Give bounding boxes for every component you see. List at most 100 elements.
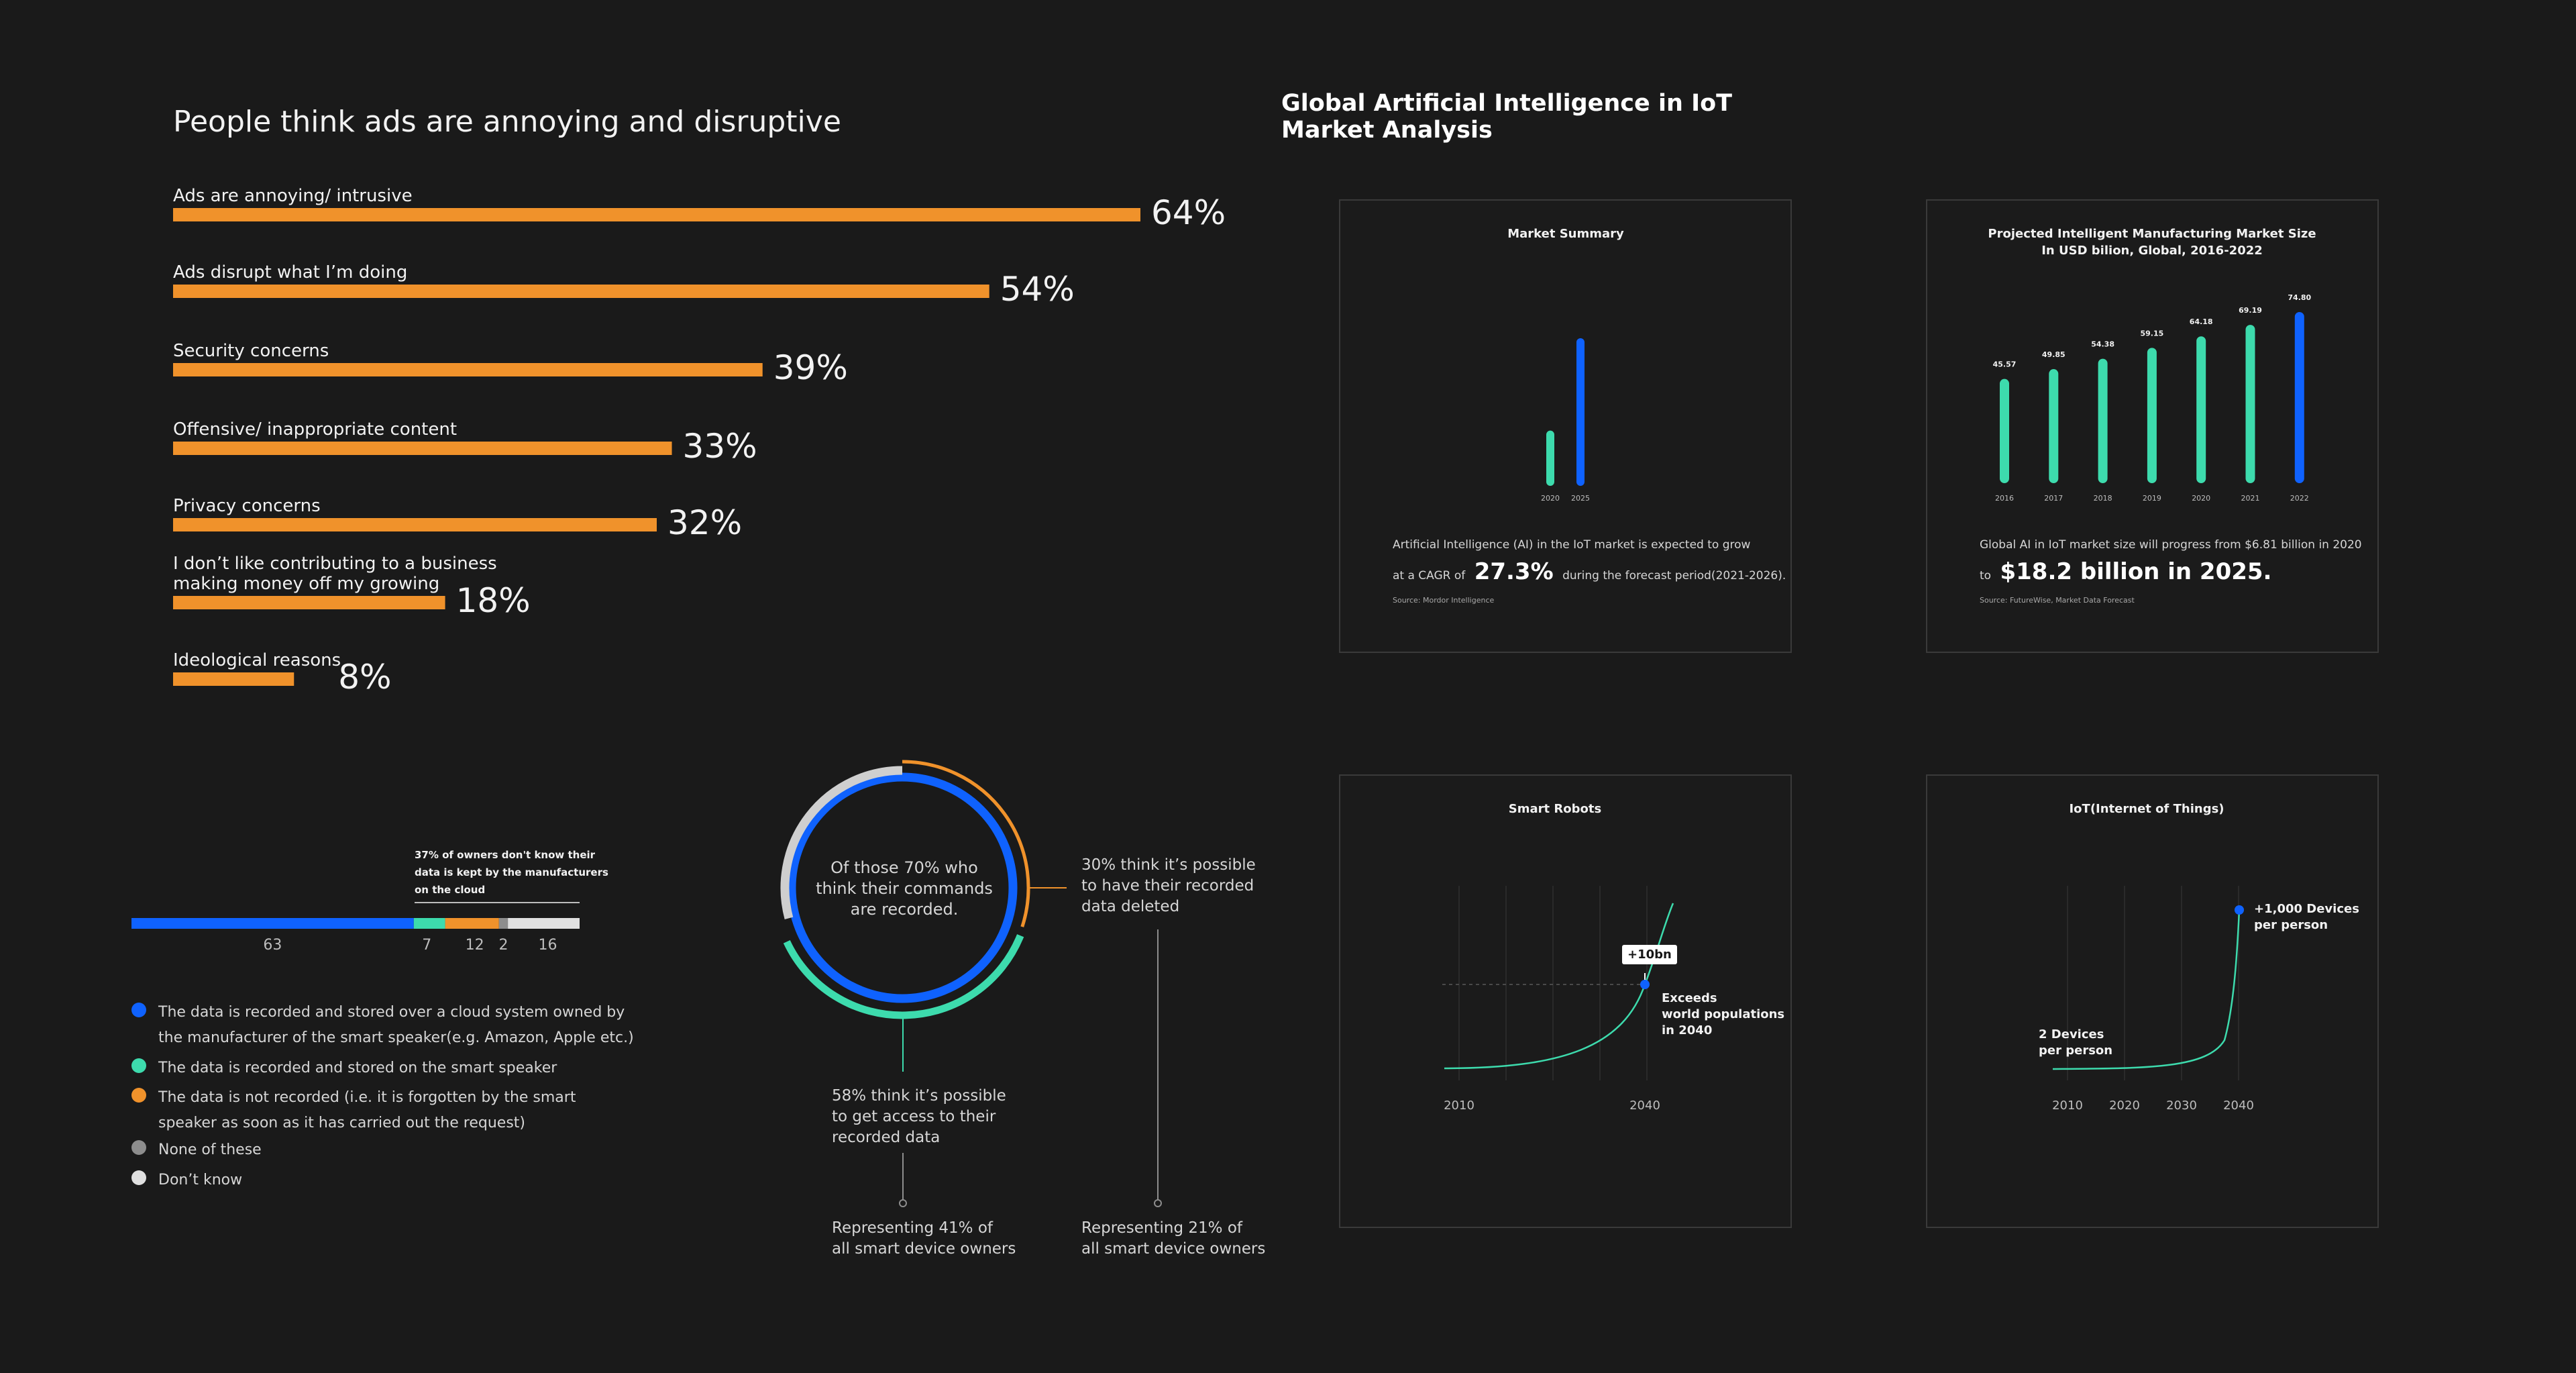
- storage-legend-line1: The data is recorded and stored on the s…: [158, 1060, 557, 1076]
- iot-low-label: 2 Devices per person: [2039, 1027, 2112, 1059]
- recorded-center-line3: are recorded.: [850, 900, 959, 919]
- storage-segment-label: 16: [539, 937, 557, 954]
- ads-category-label: Ads disrupt what I’m doing: [173, 262, 407, 283]
- storage-segment-label: 12: [466, 937, 484, 954]
- projected-bar: [2147, 348, 2157, 483]
- projected-value-label: 59.15: [2141, 329, 2164, 338]
- storage-segment-label: 63: [263, 937, 282, 954]
- iot-high-label-line1: +1,000 Devices: [2254, 902, 2359, 916]
- market-summary-x-label: 2025: [1571, 494, 1590, 503]
- recorded-right-line3: data deleted: [1081, 898, 1180, 915]
- projected-value-label: 49.85: [2042, 350, 2065, 359]
- projected-value-label: 64.18: [2190, 317, 2213, 326]
- market-summary-title: Market Summary: [1507, 227, 1624, 241]
- recorded-rep-right-line1: Representing 21% of: [1081, 1219, 1243, 1237]
- projected-x-label: 2019: [2143, 494, 2161, 503]
- projected-desc-line1: Global AI in IoT market size will progre…: [1980, 538, 2362, 552]
- recorded-center-line1: Of those 70% who: [830, 858, 978, 877]
- recorded-center-text: Of those 70% who think their commands ar…: [794, 858, 1015, 920]
- storage-legend-line1: Don’t know: [158, 1172, 243, 1188]
- storage-legend-line1: The data is recorded and stored over a c…: [158, 1004, 625, 1021]
- storage-segment-label: 2: [498, 937, 508, 954]
- storage-legend-line2: the manufacturer of the smart speaker(e.…: [158, 1029, 634, 1046]
- ads-category-label: Security concerns: [173, 341, 329, 361]
- recorded-right-leader-dot: [1154, 1199, 1162, 1207]
- ads-value-label: 64%: [1151, 193, 1226, 232]
- projected-value-label: 74.80: [2288, 293, 2311, 302]
- ads-value-label: 54%: [1000, 270, 1075, 309]
- storage-legend-text: None of these: [158, 1137, 262, 1163]
- storage-legend-line1: None of these: [158, 1141, 262, 1158]
- ads-chart-title: People think ads are annoying and disrup…: [173, 105, 841, 139]
- storage-segment: [131, 918, 414, 929]
- projected-x-label: 2016: [1995, 494, 2014, 503]
- projected-value-label: 54.38: [2091, 340, 2114, 349]
- projected-bar: [2000, 378, 2009, 483]
- recorded-bottom-line3: recorded data: [832, 1129, 941, 1146]
- market-summary-x-label: 2020: [1541, 494, 1560, 503]
- iot-devices-x-label: 2030: [2166, 1099, 2197, 1113]
- ads-value-label: 39%: [773, 348, 848, 387]
- recorded-rep-left: Representing 41% of all smart device own…: [832, 1218, 1016, 1260]
- market-summary-highlight: 27.3%: [1474, 558, 1554, 585]
- projected-subtitle: In USD bilion, Global, 2016-2022: [2041, 244, 2263, 258]
- projected-bar: [2196, 336, 2206, 483]
- projected-bar: [2049, 369, 2059, 483]
- ads-bar: [173, 285, 989, 298]
- storage-note-line1: 37% of owners don't know their: [415, 849, 596, 861]
- ads-value-label: 18%: [456, 581, 531, 620]
- storage-segment-label: 7: [422, 937, 431, 954]
- recorded-ring-orange: [902, 760, 1030, 927]
- recorded-ring-green: [783, 934, 1024, 1019]
- ads-value-label: 32%: [667, 503, 742, 542]
- iot-devices-card: [1926, 774, 2379, 1228]
- iot-devices-x-label: 2040: [2223, 1099, 2254, 1113]
- projected-x-label: 2020: [2192, 494, 2210, 503]
- ads-bar: [173, 208, 1140, 221]
- projected-value-label: 45.57: [1993, 360, 2017, 369]
- legend-dot-icon: [131, 1170, 146, 1185]
- storage-segment: [498, 918, 508, 929]
- smart-robots-highlight-point: [1640, 980, 1650, 989]
- legend-dot-icon: [131, 1088, 146, 1103]
- recorded-right-text: 30% think it’s possible to have their re…: [1081, 855, 1256, 917]
- recorded-right-line1: 30% think it’s possible: [1081, 856, 1256, 874]
- ads-bar: [173, 672, 294, 686]
- iot-title-line1: Global Artificial Intelligence in IoT: [1281, 90, 1733, 117]
- smart-robots-note: Exceeds world populations in 2040: [1662, 990, 1784, 1039]
- projected-highlight-row: to $18.2 billion in 2025.: [1980, 558, 2369, 585]
- storage-legend-text: The data is not recorded (i.e. it is for…: [158, 1085, 576, 1136]
- projected-bar: [2098, 358, 2108, 483]
- recorded-rep-left-line1: Representing 41% of: [832, 1219, 994, 1237]
- ads-category-label: Offensive/ inappropriate content: [173, 419, 457, 440]
- smart-robots-badge: +10bn: [1622, 945, 1677, 964]
- projected-x-label: 2021: [2241, 494, 2260, 503]
- recorded-right-line2: to have their recorded: [1081, 877, 1254, 895]
- storage-note-line3: on the cloud: [415, 884, 486, 896]
- iot-devices-x-label: 2020: [2109, 1099, 2140, 1113]
- iot-low-label-line1: 2 Devices: [2039, 1027, 2104, 1041]
- iot-section-title: Global Artificial Intelligence in IoT Ma…: [1281, 90, 1732, 144]
- storage-segment: [445, 918, 499, 929]
- market-summary-card: [1339, 199, 1792, 653]
- recorded-center-line2: think their commands: [816, 879, 993, 898]
- ads-bar: [173, 596, 445, 609]
- smart-robots-curve: [1444, 903, 1674, 1070]
- projected-x-label: 2018: [2094, 494, 2112, 503]
- projected-x-label: 2022: [2290, 494, 2309, 503]
- projected-title: Projected Intelligent Manufacturing Mark…: [1988, 227, 2316, 241]
- ads-bar: [173, 442, 672, 455]
- iot-high-label-line2: per person: [2254, 918, 2328, 932]
- market-summary-text: Artificial Intelligence (AI) in the IoT …: [1393, 538, 1786, 605]
- recorded-rep-right: Representing 21% of all smart device own…: [1081, 1218, 1265, 1260]
- market-summary-desc-prefix: at a CAGR of: [1393, 569, 1466, 582]
- projected-market-text: Global AI in IoT market size will progre…: [1980, 538, 2369, 605]
- recorded-rep-right-line2: all smart device owners: [1081, 1240, 1266, 1258]
- smart-robots-note-line2: world populations: [1662, 1007, 1785, 1021]
- smart-robots-x-label: 2010: [1444, 1099, 1474, 1113]
- market-summary-source: Source: Mordor Intelligence: [1393, 596, 1495, 605]
- recorded-left-leader-dot: [899, 1199, 907, 1207]
- storage-segment: [413, 918, 445, 929]
- ads-value-label: 8%: [338, 658, 391, 697]
